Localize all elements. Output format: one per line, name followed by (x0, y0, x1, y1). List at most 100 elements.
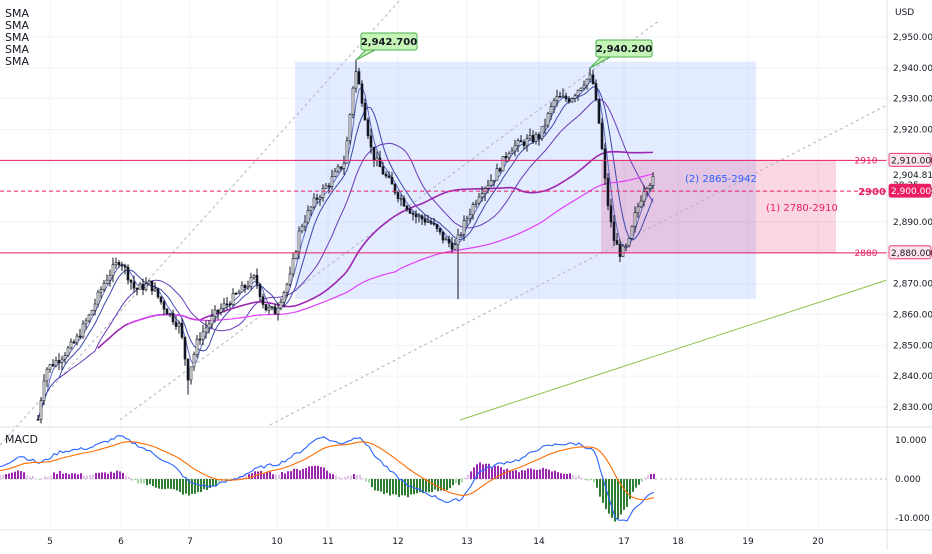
candle-body (630, 225, 634, 239)
macd-histogram-bar (425, 479, 427, 492)
candle-body (465, 218, 469, 222)
macd-histogram-bar (443, 479, 445, 491)
candle-body (525, 138, 529, 146)
candle-body (330, 176, 334, 187)
macd-histogram-bar (632, 479, 634, 492)
candle-body (588, 74, 592, 80)
macd-histogram-bar (413, 479, 415, 495)
candle-body (309, 206, 313, 211)
macd-histogram-bar (530, 468, 532, 479)
sma-label-5[interactable]: SMA (5, 55, 29, 68)
macd-histogram-bar (494, 465, 496, 479)
macd-histogram-bar (269, 471, 271, 479)
macd-histogram-bar (332, 474, 334, 479)
macd-histogram-bar (209, 479, 211, 489)
macd-histogram-bar (113, 472, 115, 479)
macd-histogram-bar (104, 472, 106, 479)
sma-label-4[interactable]: SMA (5, 43, 29, 56)
macd-histogram-bar (110, 471, 112, 479)
candle-body (279, 301, 283, 309)
sma-label-1[interactable]: SMA (5, 7, 29, 20)
axis-badge-2910-box (888, 152, 932, 167)
candle-body (297, 230, 301, 253)
macd-histogram-bar (20, 471, 22, 479)
macd-histogram-bar (56, 474, 58, 479)
candle-body (624, 245, 628, 247)
candle-body (471, 204, 475, 216)
zone-label-2780-2910: (1) 2780-2910 (766, 203, 838, 214)
candle-body (153, 288, 157, 292)
candle-body (450, 242, 454, 250)
macd-histogram-bar (248, 473, 250, 479)
candle-body (444, 238, 448, 241)
macd-histogram-bar (539, 469, 541, 479)
macd-histogram-bar (440, 479, 442, 491)
candle-body (597, 99, 601, 124)
sma-label-2[interactable]: SMA (5, 19, 29, 32)
candle-body (84, 320, 88, 325)
macd-histogram-bar (131, 479, 133, 481)
candle-body (204, 327, 208, 333)
candle-body (273, 306, 277, 315)
candle-body (192, 354, 196, 368)
macd-histogram-bar (98, 472, 100, 479)
candle-body (174, 321, 178, 327)
macd-histogram-bar (338, 477, 340, 479)
candle-body (522, 141, 526, 146)
macd-histogram-bar (215, 479, 217, 487)
macd-histogram-bar (320, 466, 322, 479)
macd-histogram-bar (587, 479, 589, 481)
candle-body (246, 286, 250, 289)
candle-body (162, 301, 166, 310)
candle-body (351, 87, 355, 115)
candle-body (360, 83, 364, 104)
candle-body (402, 197, 406, 207)
sma-label-3[interactable]: SMA (5, 31, 29, 44)
macd-histogram-bar (50, 475, 52, 479)
currency-label[interactable]: USD (895, 8, 914, 18)
candle-body (429, 221, 433, 224)
macd-histogram-bar (611, 479, 613, 518)
macd-histogram-bar (47, 476, 49, 479)
macd-histogram-bar (470, 471, 472, 479)
macd-histogram-bar (14, 471, 16, 479)
macd-label[interactable]: MACD (5, 433, 38, 446)
candle-body (291, 258, 295, 275)
macd-histogram-bar (605, 479, 607, 510)
candle-body (582, 84, 586, 89)
candle-body (120, 264, 124, 267)
candle-body (618, 244, 622, 257)
macd-histogram-bar (575, 476, 577, 479)
macd-histogram-bar (122, 472, 124, 479)
candle-body (96, 291, 100, 305)
candle-body (72, 341, 76, 344)
macd-histogram-bar (515, 470, 517, 479)
macd-histogram-bar (251, 473, 253, 479)
level-label-2880: 2880 (855, 249, 878, 259)
candle-body (213, 309, 217, 317)
macd-histogram-bar (620, 479, 622, 515)
candle-body (357, 71, 361, 85)
macd-histogram-bar (272, 474, 274, 479)
candle-body (405, 205, 409, 210)
macd-histogram-bar (527, 468, 529, 479)
macd-histogram-bar (101, 472, 103, 479)
macd-histogram-bar (590, 479, 592, 481)
macd-histogram-bar (638, 479, 640, 485)
macd-histogram-bar (68, 474, 70, 479)
candle-body (456, 234, 460, 246)
macd-histogram-bar (107, 473, 109, 479)
candle-body (234, 293, 238, 295)
candle-body (561, 95, 565, 98)
candle-body (123, 265, 127, 268)
candle-body (270, 306, 274, 309)
macd-histogram-bar (404, 479, 406, 496)
candle-body (537, 134, 541, 139)
macd-histogram-bar (602, 479, 604, 503)
candle-body (336, 166, 340, 172)
time-tick-label: 17 (618, 537, 629, 547)
candle-body (237, 291, 241, 294)
candle-body (57, 360, 61, 363)
macd-histogram-bar (155, 479, 157, 488)
